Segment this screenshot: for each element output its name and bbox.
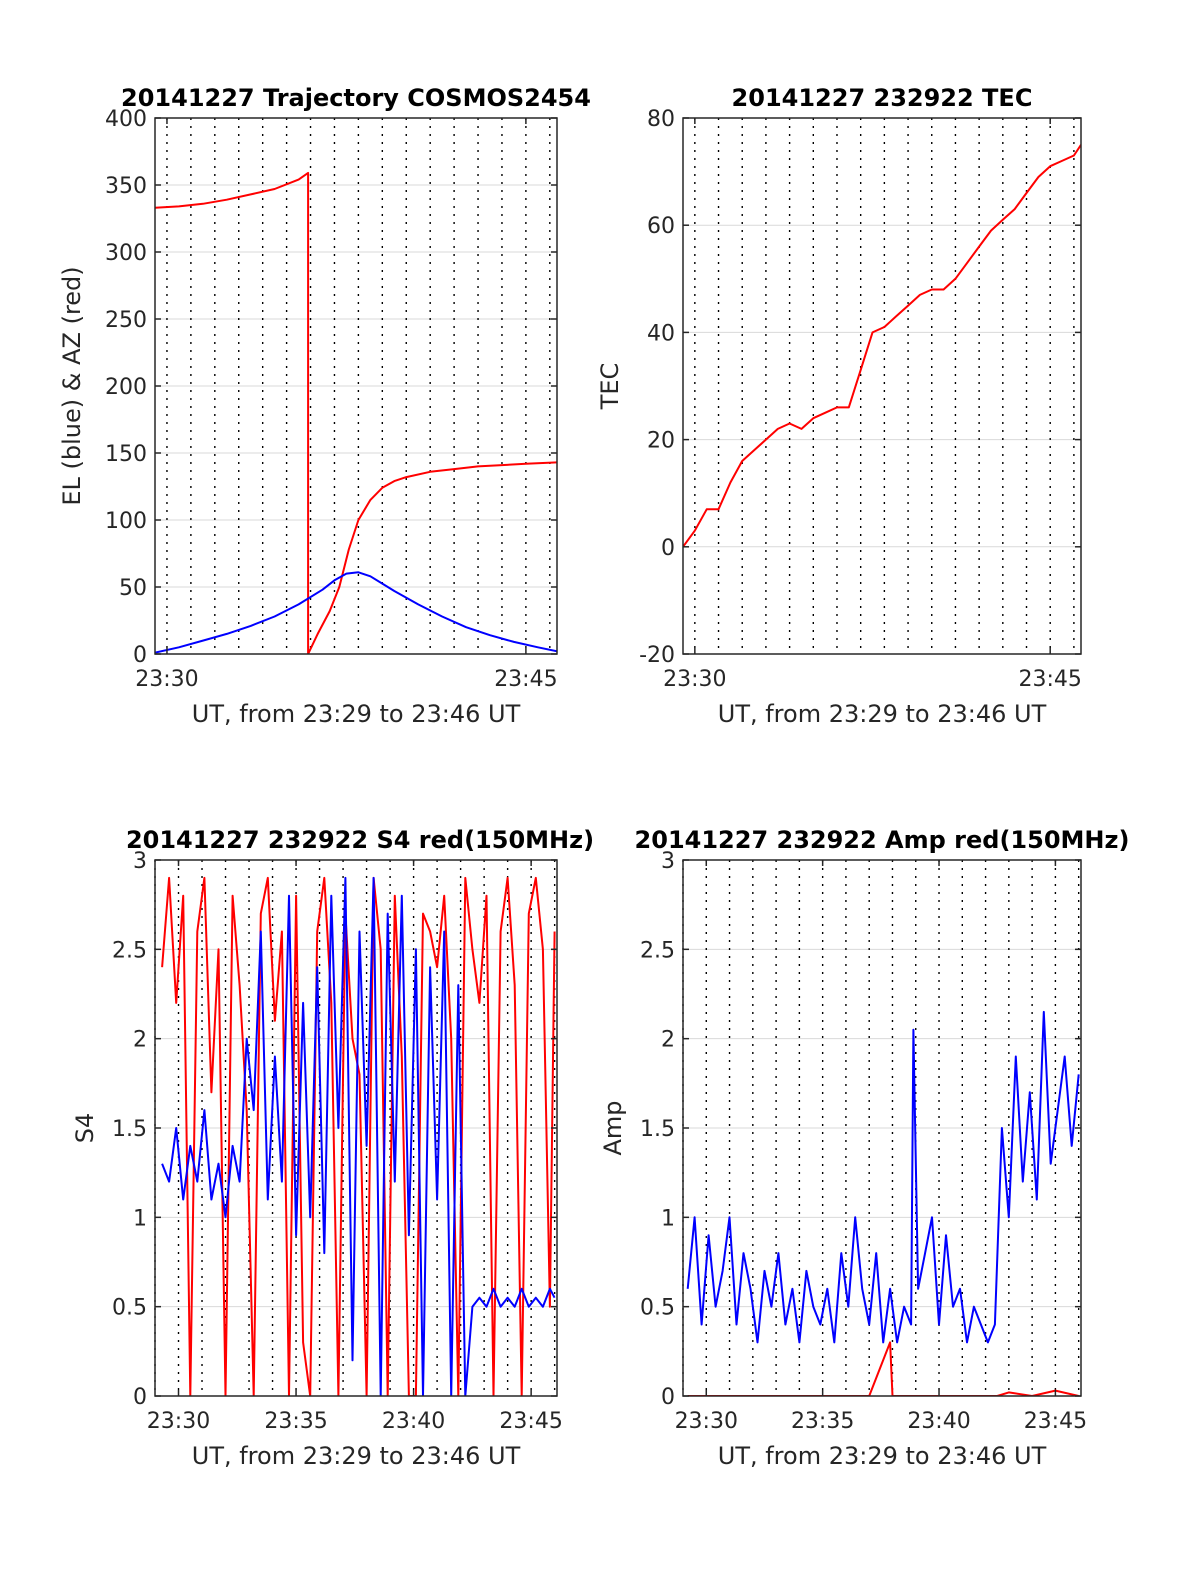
series-group	[683, 144, 1081, 548]
x-axis-label: UT, from 23:29 to 23:46 UT	[192, 700, 521, 728]
y-tick-label: 1.5	[640, 1117, 675, 1142]
x-tick-label: 23:45	[494, 667, 557, 692]
y-tick-label: 2.5	[112, 938, 147, 963]
y-tick-label: -20	[639, 643, 675, 668]
axes-box	[682, 117, 1082, 655]
y-tick-label: 0.5	[640, 1296, 675, 1321]
x-axis-label: UT, from 23:29 to 23:46 UT	[718, 1442, 1047, 1470]
y-tick-label: 300	[105, 241, 147, 266]
y-tick-label: 350	[105, 174, 147, 199]
x-tick-label: 23:40	[907, 1409, 970, 1434]
chart-panel-3: 0 0.5 1 1.5 2 2.5 3 23:30 23:35 23:40 23:45 2014122…	[71, 826, 594, 1470]
y-tick-label: 0	[133, 1385, 147, 1410]
x-tick-label: 23:45	[1024, 1409, 1087, 1434]
y-axis-label: TEC	[596, 363, 624, 411]
chart-panel-1: 0 50 100 150 200 250 300 350 400 23:30 23:45 201412…	[58, 84, 591, 728]
series-line-blue	[155, 571, 557, 654]
y-tick-label: 3	[133, 849, 147, 874]
y-tick-label: 2.5	[640, 938, 675, 963]
x-tick-label: 23:45	[1018, 667, 1081, 692]
y-tick-label: 40	[647, 321, 675, 346]
chart-title: 20141227 232922 S4 red(150MHz)	[126, 826, 594, 854]
x-tick-label: 23:35	[264, 1409, 327, 1434]
y-tick-label: 0	[661, 1385, 675, 1410]
y-tick-label: 100	[105, 509, 147, 534]
series-line-red	[155, 171, 557, 654]
series-line-red	[161, 876, 556, 1396]
y-tick-label: 2	[133, 1028, 147, 1053]
y-tick-label: 1	[661, 1206, 675, 1231]
y-tick-label: 0	[133, 643, 147, 668]
x-tick-label: 23:30	[675, 1409, 738, 1434]
series-line-blue	[161, 876, 556, 1396]
chart-panel-4: 0 0.5 1 1.5 2 2.5 3 23:30 23:35 23:40 23:45 2014122…	[599, 826, 1129, 1470]
series-line-blue	[686, 1010, 1080, 1344]
y-tick-label: 0.5	[112, 1296, 147, 1321]
y-tick-label: 1	[133, 1206, 147, 1231]
y-tick-label: 1.5	[112, 1117, 147, 1142]
x-axis-label: UT, from 23:29 to 23:46 UT	[192, 1442, 521, 1470]
chart-title: 20141227 232922 Amp red(150MHz)	[635, 826, 1130, 854]
y-tick-label: 60	[647, 214, 675, 239]
x-tick-label: 23:30	[663, 667, 726, 692]
y-tick-label: 2	[661, 1028, 675, 1053]
y-tick-label: 0	[661, 536, 675, 561]
series-group	[686, 1010, 1080, 1396]
chart-panel-2: -20 0 20 40 60 80 23:30 23:45 20141227 232922 TE…	[596, 84, 1082, 728]
x-tick-label: 23:40	[382, 1409, 445, 1434]
x-axis-label: UT, from 23:29 to 23:46 UT	[718, 700, 1047, 728]
y-tick-label: 3	[661, 849, 675, 874]
series-line-red	[687, 1341, 1079, 1396]
y-tick-label: 400	[105, 107, 147, 132]
y-tick-label: 80	[647, 107, 675, 132]
chart-title: 20141227 232922 TEC	[732, 84, 1033, 112]
y-tick-label: 200	[105, 375, 147, 400]
y-tick-label: 50	[119, 576, 147, 601]
x-tick-label: 23:35	[791, 1409, 854, 1434]
series-line-red	[683, 144, 1081, 548]
x-tick-label: 23:45	[499, 1409, 562, 1434]
y-tick-label: 150	[105, 442, 147, 467]
y-axis-label: Amp	[599, 1100, 627, 1155]
chart-title: 20141227 Trajectory COSMOS2454	[121, 84, 591, 112]
series-group	[155, 171, 557, 654]
series-group	[161, 876, 556, 1396]
y-tick-label: 250	[105, 308, 147, 333]
x-tick-label: 23:30	[147, 1409, 210, 1434]
x-tick-label: 23:30	[135, 667, 198, 692]
y-axis-label: S4	[71, 1113, 99, 1144]
y-axis-label: EL (blue) & AZ (red)	[58, 266, 86, 505]
y-tick-label: 20	[647, 429, 675, 454]
